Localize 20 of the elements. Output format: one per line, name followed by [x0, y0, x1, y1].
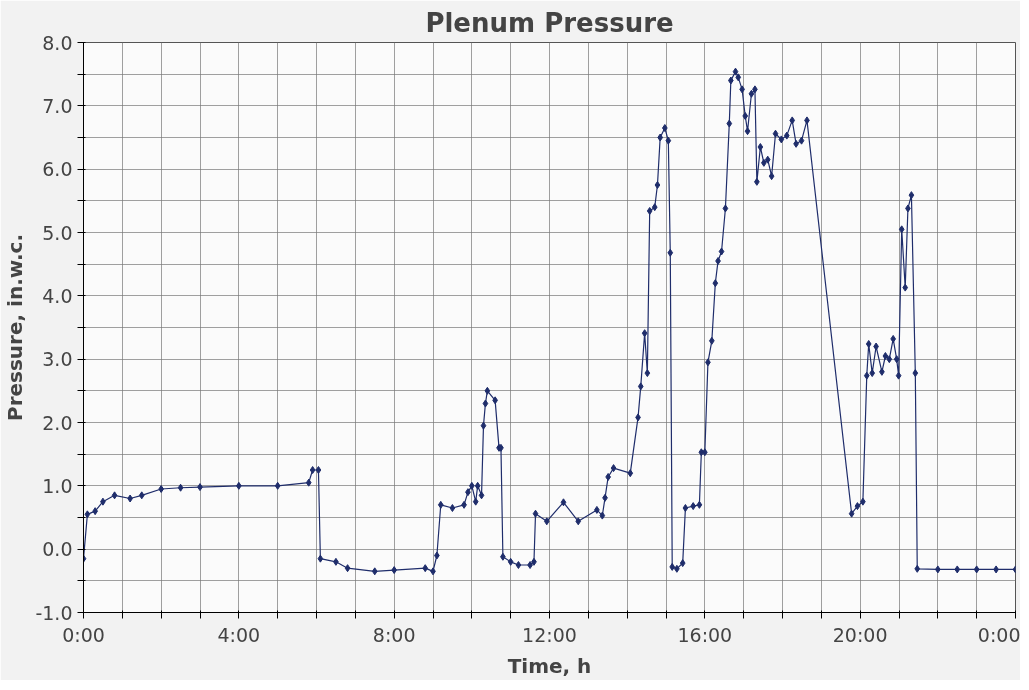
x-tick-label: 8:00	[372, 623, 416, 646]
y-axis-title: Pressure, in.w.c.	[3, 233, 28, 422]
y-tick-label: 6.0	[42, 158, 73, 181]
x-axis-title: Time, h	[507, 653, 592, 678]
y-tick-label: 4.0	[42, 284, 73, 307]
x-tick-label: 16:00	[677, 623, 733, 646]
y-tick-label: 8.0	[42, 31, 73, 54]
y-tick-label: 3.0	[42, 348, 73, 371]
y-tick-label: 0.0	[42, 538, 73, 561]
x-tick-label: 20:00	[832, 623, 888, 646]
x-tick-label: 4:00	[217, 623, 261, 646]
y-tick-label: 2.0	[42, 411, 73, 434]
x-tick-label: 0:00	[62, 623, 105, 646]
y-tick-label: 1.0	[42, 474, 73, 497]
y-tick-label: 5.0	[42, 221, 73, 244]
x-tick-label: 12:00	[522, 623, 577, 646]
chart-title: Plenum Pressure	[425, 7, 674, 38]
y-tick-label: 7.0	[42, 94, 73, 117]
y-tick-label: -1.0	[35, 601, 73, 624]
x-tick-label: 0:00	[977, 623, 1021, 646]
